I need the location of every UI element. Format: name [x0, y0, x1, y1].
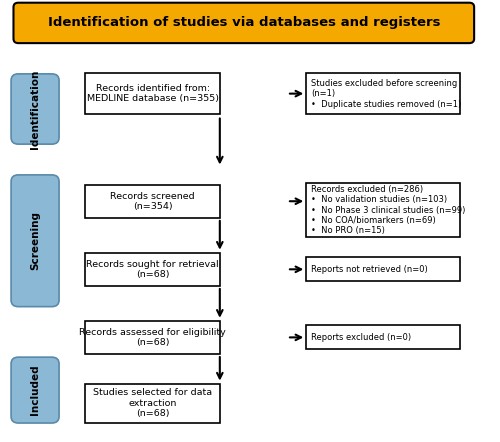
Text: Records sought for retrieval
(n=68): Records sought for retrieval (n=68): [86, 259, 219, 279]
FancyBboxPatch shape: [86, 73, 220, 114]
Text: Records excluded (n=286)
•  No validation studies (n=103)
•  No Phase 3 clinical: Records excluded (n=286) • No validation…: [311, 185, 466, 235]
Text: Studies excluded before screening
(n=1)
•  Duplicate studies removed (n=1): Studies excluded before screening (n=1) …: [311, 79, 461, 109]
FancyBboxPatch shape: [86, 321, 220, 354]
FancyBboxPatch shape: [306, 183, 460, 237]
Text: Records assessed for eligibility
(n=68): Records assessed for eligibility (n=68): [80, 328, 226, 347]
FancyBboxPatch shape: [306, 73, 460, 114]
FancyBboxPatch shape: [11, 175, 59, 307]
Text: Identification: Identification: [30, 69, 40, 149]
Text: Records identified from:
MEDLINE database (n=355): Records identified from: MEDLINE databas…: [86, 84, 218, 103]
FancyBboxPatch shape: [86, 185, 220, 218]
FancyBboxPatch shape: [86, 253, 220, 286]
FancyBboxPatch shape: [306, 257, 460, 282]
FancyBboxPatch shape: [11, 74, 59, 144]
FancyBboxPatch shape: [86, 384, 220, 423]
Text: Records screened
(n=354): Records screened (n=354): [110, 191, 195, 211]
FancyBboxPatch shape: [306, 325, 460, 350]
Text: Screening: Screening: [30, 211, 40, 270]
FancyBboxPatch shape: [11, 357, 59, 423]
FancyBboxPatch shape: [14, 3, 474, 43]
Text: Studies selected for data
extraction
(n=68): Studies selected for data extraction (n=…: [93, 389, 212, 418]
Text: Reports not retrieved (n=0): Reports not retrieved (n=0): [311, 265, 428, 274]
Text: Identification of studies via databases and registers: Identification of studies via databases …: [48, 16, 440, 30]
Text: Reports excluded (n=0): Reports excluded (n=0): [311, 333, 411, 342]
Text: Included: Included: [30, 365, 40, 415]
